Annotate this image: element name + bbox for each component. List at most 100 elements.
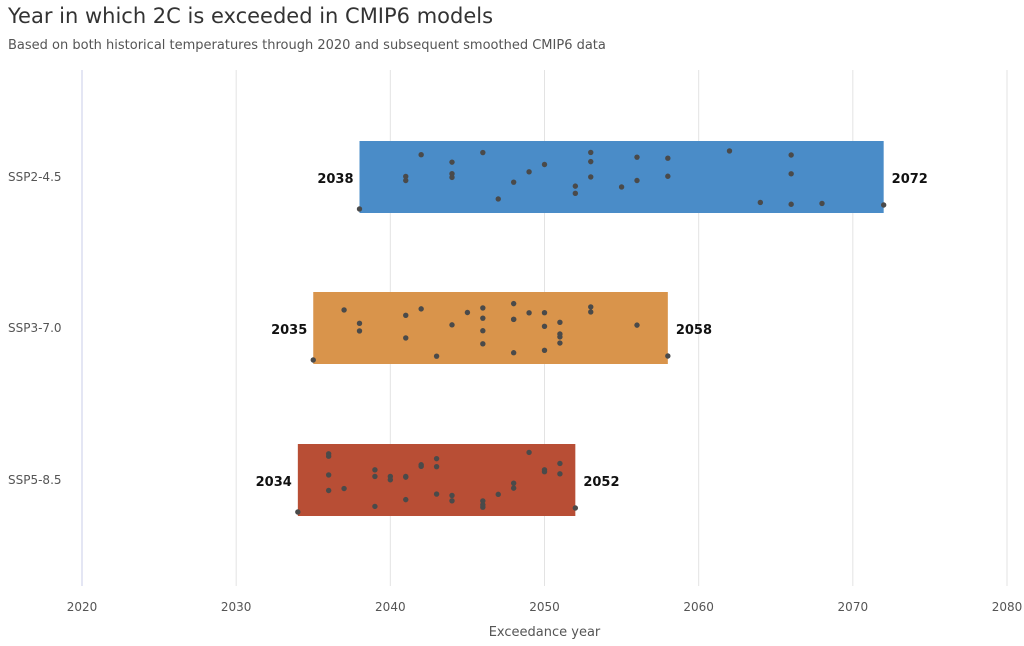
category-label: SSP5-8.5	[8, 473, 62, 487]
data-point	[325, 451, 332, 457]
data-point	[495, 196, 501, 202]
x-tick-label: 2040	[375, 600, 406, 614]
data-point	[665, 173, 671, 179]
data-point	[588, 174, 594, 180]
data-point	[557, 471, 563, 477]
data-point	[510, 316, 517, 323]
category-label: SSP3-7.0	[8, 321, 62, 335]
data-point	[665, 353, 671, 359]
data-point	[356, 320, 363, 327]
data-point	[372, 467, 378, 473]
max-year-label: 2072	[892, 172, 928, 187]
data-point	[588, 309, 594, 315]
data-point	[510, 179, 517, 185]
data-point	[403, 173, 409, 180]
data-point	[788, 152, 794, 158]
data-point	[541, 161, 548, 168]
data-point	[510, 350, 517, 356]
data-point	[510, 485, 517, 491]
data-point	[541, 347, 548, 353]
data-point	[433, 455, 440, 462]
data-point	[449, 174, 455, 181]
chart-title: Year in which 2C is exceeded in CMIP6 mo…	[8, 4, 494, 28]
max-year-label: 2052	[583, 475, 619, 490]
x-axis-label: Exceedance year	[489, 625, 601, 640]
data-point	[372, 503, 378, 510]
data-point	[449, 159, 455, 165]
category-label: SSP2-4.5	[8, 170, 62, 184]
data-point	[387, 473, 394, 480]
x-tick-label: 2020	[67, 600, 98, 614]
data-point	[526, 449, 532, 456]
data-point	[449, 322, 455, 328]
data-point	[433, 491, 440, 497]
max-year-label: 2058	[676, 323, 712, 338]
data-point	[433, 353, 440, 359]
data-point	[310, 357, 316, 363]
range-bar	[297, 444, 576, 516]
range-bar	[359, 141, 884, 213]
range-bar	[313, 292, 668, 364]
data-point	[665, 155, 671, 161]
data-point	[480, 315, 486, 321]
data-point	[325, 472, 332, 478]
data-point	[757, 199, 764, 206]
data-point	[480, 305, 486, 311]
data-point	[480, 328, 486, 334]
data-point	[510, 480, 517, 486]
data-point	[588, 158, 594, 165]
data-point	[819, 200, 825, 207]
data-point	[588, 149, 594, 156]
data-point	[341, 485, 347, 492]
data-point	[418, 151, 424, 158]
data-point	[880, 202, 887, 208]
data-point	[480, 149, 486, 156]
data-point	[295, 509, 301, 515]
chart-subtitle: Based on both historical temperatures th…	[8, 38, 606, 53]
data-point	[541, 323, 548, 330]
data-point	[634, 154, 640, 160]
data-point	[557, 334, 563, 340]
data-point	[403, 335, 409, 341]
data-point	[495, 491, 501, 498]
data-point	[572, 505, 579, 511]
x-tick-label: 2070	[838, 600, 869, 614]
x-tick-label: 2060	[683, 600, 714, 614]
data-point	[449, 498, 455, 504]
data-point	[572, 183, 579, 189]
data-point	[356, 206, 363, 212]
min-year-label: 2035	[271, 323, 307, 338]
data-point	[418, 462, 424, 468]
data-point	[341, 307, 347, 313]
data-point	[541, 469, 548, 475]
data-point	[557, 340, 563, 346]
data-point	[480, 502, 486, 508]
data-point	[541, 309, 548, 316]
data-point	[526, 310, 532, 316]
data-point	[480, 498, 486, 504]
data-point	[356, 328, 363, 334]
data-point	[403, 177, 409, 184]
data-point	[788, 201, 794, 207]
data-point	[403, 496, 409, 503]
x-tick-label: 2030	[221, 600, 252, 614]
data-point	[588, 304, 594, 310]
x-tick-label: 2050	[529, 600, 560, 614]
data-point	[510, 300, 517, 307]
data-point	[726, 148, 733, 154]
data-point	[557, 319, 563, 326]
data-point	[464, 309, 471, 316]
data-point	[418, 306, 424, 312]
data-point	[449, 492, 455, 499]
data-point	[788, 171, 794, 177]
x-tick-label: 2080	[992, 600, 1023, 614]
min-year-label: 2038	[317, 172, 353, 187]
data-point	[618, 184, 625, 190]
data-point	[372, 473, 378, 480]
data-point	[526, 169, 532, 175]
data-point	[634, 322, 640, 328]
data-point	[403, 312, 409, 318]
data-point	[572, 190, 579, 197]
data-point	[433, 463, 440, 470]
